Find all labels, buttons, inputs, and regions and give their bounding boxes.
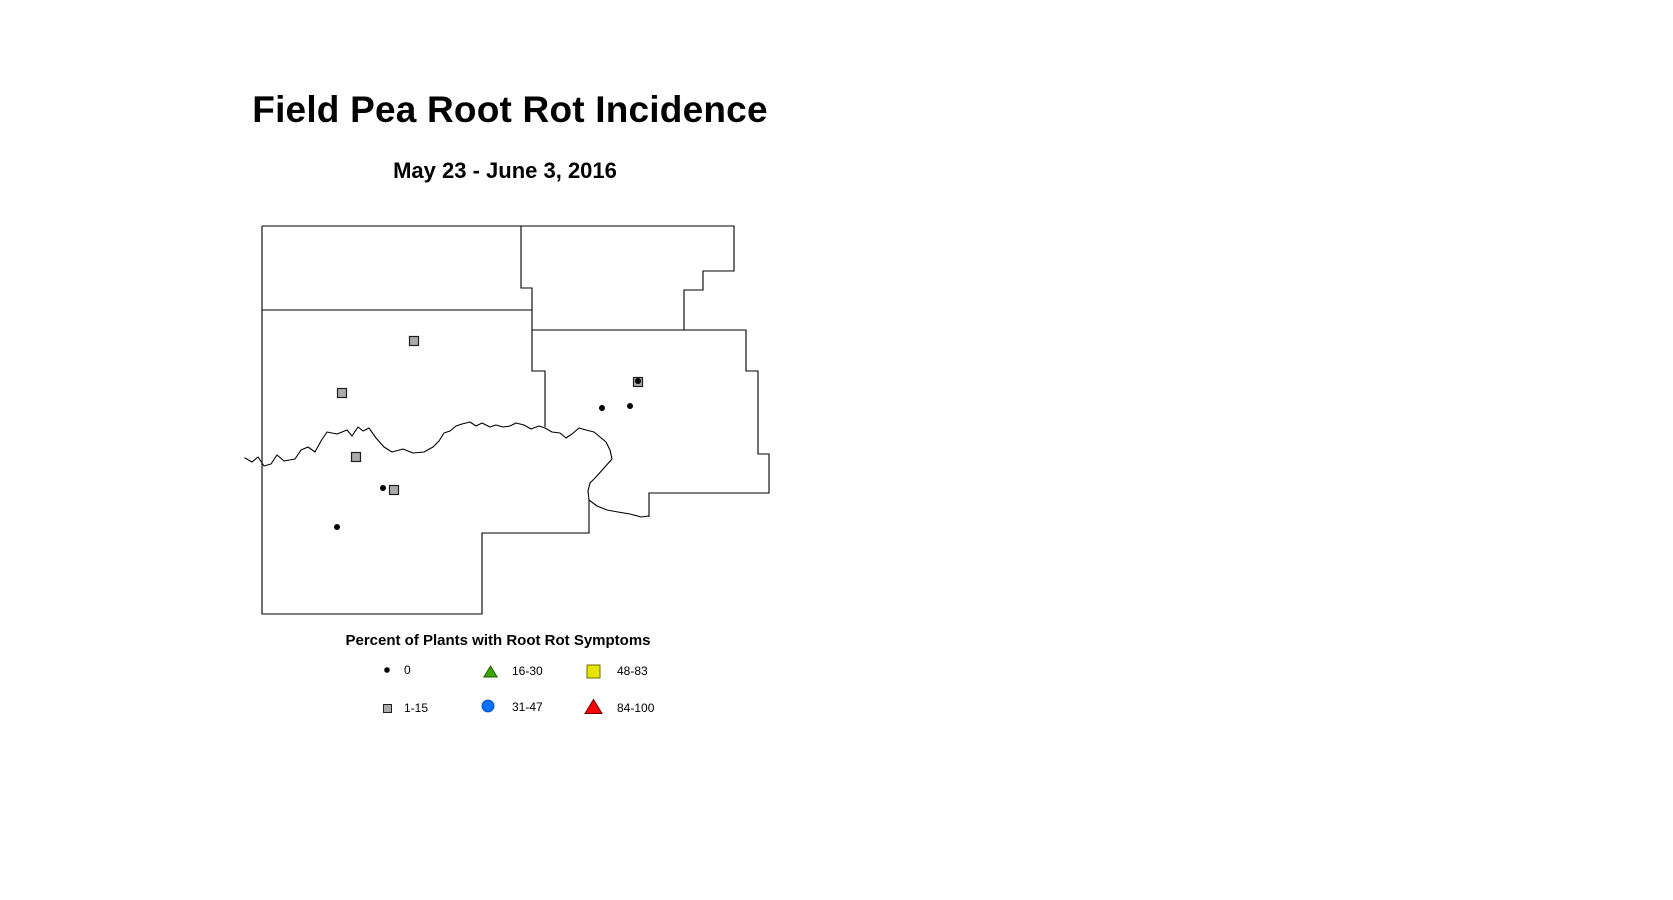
boundary-central-divider [520,226,546,427]
legend-label-48-83: 48-83 [617,664,648,678]
page-title: Field Pea Root Rot Incidence [252,89,768,130]
map-point-square [408,335,420,347]
river-boundary [244,421,650,518]
legend-label-31-47: 31-47 [512,700,543,714]
map-point-dot [599,405,605,411]
legend-blue-circle-icon [481,699,495,713]
map-point-dot [334,524,340,530]
boundary-southeast [532,329,770,517]
legend-gray-square-icon [383,704,392,713]
legend-label-1-15: 1-15 [404,701,429,715]
map-point-dot [627,403,633,409]
map-point-square [336,387,348,399]
legend-label-84-100: 84-100 [617,701,655,715]
map-point-square [350,451,362,463]
map-points-layer [334,335,644,530]
legend-label-16-30: 16-30 [512,664,543,678]
legend-title: Percent of Plants with Root Rot Symptoms [345,632,651,649]
map-point-dot [380,485,386,491]
county-boundaries [244,225,770,615]
boundary-west-and-south [261,226,590,615]
legend-dot-icon [384,667,390,673]
legend-label-0: 0 [404,663,411,677]
boundary-top-and-northeast [262,225,735,330]
legend-green-triangle-icon [483,665,498,678]
page-subtitle: May 23 - June 3, 2016 [393,158,617,183]
map-point-dot [635,378,641,384]
legend-yellow-square-icon [586,664,601,679]
legend-red-triangle-icon [584,698,603,714]
map-point-square [388,484,400,496]
